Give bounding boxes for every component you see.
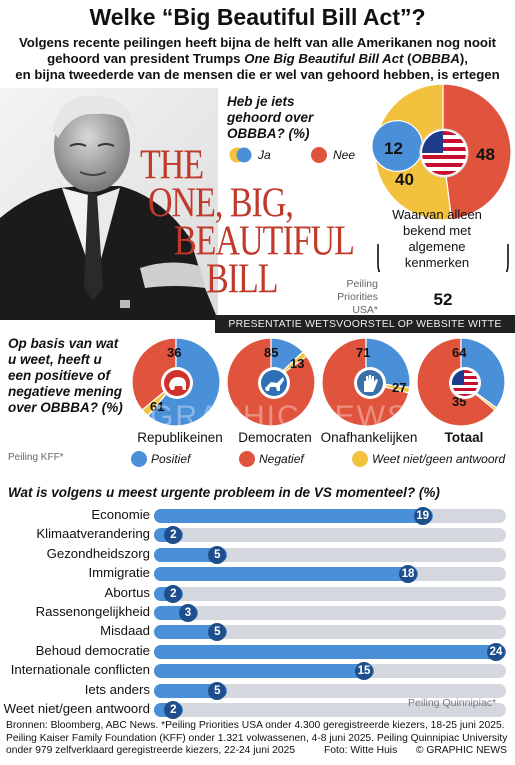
bar-category-label: Abortus xyxy=(104,584,150,600)
bar-category-label: Weet niet/geen antwoord xyxy=(3,701,150,716)
opinion-pie-value-a: 85 xyxy=(264,345,279,360)
opinion-pie-value-b: 61 xyxy=(150,399,165,414)
bar-fill xyxy=(154,567,418,582)
bar-value-label: 24 xyxy=(487,642,505,661)
movie-title-line-3: BEAUTIFUL xyxy=(174,218,355,265)
bar-value-label: 15 xyxy=(355,662,373,681)
pie-heard-no-value: 48 xyxy=(476,145,495,164)
subtitle-abbr: OBBBA xyxy=(411,51,460,66)
donkey-icon xyxy=(258,367,290,399)
subtitle-line-1: Volgens recente peilingen heeft bijna de… xyxy=(18,35,497,50)
poll-source-priorities: Peiling Priorities USA* xyxy=(337,278,378,316)
source-line-3-row: onder 979 zelfverklaard geregistreerde k… xyxy=(6,745,511,758)
pie-heard-slices xyxy=(372,83,512,221)
us-flag-icon xyxy=(449,367,481,399)
bar-category-label: Gezondheidszorg xyxy=(46,545,150,561)
subtitle-line-2: gehoord van president Trumps One Big Bea… xyxy=(0,51,515,67)
bracket-total-value: 52 xyxy=(433,290,453,309)
page-title: Welke “Big Beautiful Bill Act”? xyxy=(89,4,426,30)
brand: © GRAPHIC NEWS xyxy=(415,745,507,757)
subtitle-part: ), xyxy=(459,51,468,66)
legend-yes-swatch xyxy=(229,147,252,163)
us-flag-icon xyxy=(419,128,469,178)
bar-track xyxy=(154,703,506,717)
subtitle-bill-name: One Big Beautiful Bill Act xyxy=(244,51,404,66)
opinion-pie-value-b: 27 xyxy=(392,380,407,395)
group-label-democrats: Democraten xyxy=(238,430,312,445)
opinion-pie-value-a: 64 xyxy=(452,345,467,360)
bar-value-label: 5 xyxy=(208,545,227,564)
group-label-independents: Onafhankelijken xyxy=(320,430,418,445)
bar-fill xyxy=(154,644,506,659)
subtitle-part: ( xyxy=(403,51,412,66)
photo-credit: Foto: Witte Huis xyxy=(324,745,398,757)
bar-fill xyxy=(154,664,374,679)
elephant-icon xyxy=(161,367,193,399)
source-line-2: Peiling Kaiser Family Foundation (KFF) o… xyxy=(6,732,508,744)
legend-unknown-label: Weet niet/geen antwoord xyxy=(372,452,506,466)
bar-category-label: Economie xyxy=(91,507,150,522)
group-label-total: Totaal xyxy=(444,430,484,445)
bar-category-label: Internationale conflicten xyxy=(10,662,150,678)
photo-caption: PRESENTATIE WETSVOORSTEL OP WEBSITE WITT… xyxy=(215,315,515,348)
bar-category-label: Iets anders xyxy=(84,681,150,697)
bar-track xyxy=(154,683,506,698)
opinion-pie-value-a: 36 xyxy=(167,345,182,360)
bar-category-label: Klimaatverandering xyxy=(36,526,150,542)
opinion-pie-value-a: 71 xyxy=(356,345,371,360)
bracket-note: Waarvan alleen bekend met algemene kenme… xyxy=(392,207,482,270)
bar-value-label: 2 xyxy=(164,701,183,719)
trump-photo xyxy=(0,88,218,320)
legend-positive-swatch xyxy=(131,451,147,467)
subtitle-part: gehoord van president Trumps xyxy=(47,51,245,66)
legend-yes-label: Ja xyxy=(258,148,271,162)
bar-track xyxy=(154,625,506,640)
movie-title-line-4: BILL xyxy=(206,256,279,303)
legend-positive-label: Positief xyxy=(151,452,191,466)
source-line-1: Bronnen: Bloomberg, ABC News. *Peiling P… xyxy=(6,720,505,731)
opinion-pie-value-b: 13 xyxy=(290,356,305,371)
question-heard: Heb je iets gehoord over OBBBA? (%) xyxy=(227,94,314,141)
movie-title-line-2: ONE, BIG, xyxy=(148,180,294,227)
poll-source-quinnipiac: Peiling Quinnipiac* xyxy=(408,697,497,709)
bar-value-label: 2 xyxy=(164,584,183,603)
bar-category-label: Misdaad xyxy=(100,623,150,639)
movie-title-line-1: THE xyxy=(140,142,204,189)
source-line-3: onder 979 zelfverklaard geregistreerde k… xyxy=(6,745,296,757)
opinion-pie-positive xyxy=(460,337,506,409)
question-urgent-problem: Wat is volgens u meest urgente probleem … xyxy=(8,485,440,500)
legend-negative-label: Negatief xyxy=(259,452,304,466)
sources: Bronnen: Bloomberg, ABC News. *Peiling P… xyxy=(6,720,511,758)
pie-heard-general-value: 40 xyxy=(395,170,414,189)
bar-category-label: Immigratie xyxy=(88,565,150,581)
bar-track xyxy=(154,547,506,562)
bar-track xyxy=(154,606,506,620)
legend-no-swatch xyxy=(311,147,327,163)
bar-value-label: 3 xyxy=(179,604,197,622)
bar-value-label: 19 xyxy=(413,507,432,525)
bar-track xyxy=(154,528,506,543)
pie-heard-detail-value: 12 xyxy=(384,139,403,158)
opinion-pie-negative xyxy=(131,337,177,411)
pie-heard xyxy=(372,83,512,272)
bar-track xyxy=(154,586,506,601)
legend-negative-swatch xyxy=(239,451,255,467)
bar-value-label: 2 xyxy=(164,526,183,545)
bar-category-label: Behoud democratie xyxy=(35,642,150,658)
group-label-republicans: Republikeinen xyxy=(137,430,223,445)
legend-unknown-swatch xyxy=(352,451,368,467)
question-opinion: Op basis van wat u weet, heeft u een pos… xyxy=(8,336,123,415)
hand-icon xyxy=(354,367,386,399)
pie-heard-slice-no xyxy=(442,83,512,221)
bar-fill xyxy=(154,509,433,523)
bar-category-label: Rassenongelijkheid xyxy=(35,604,150,619)
bar-value-label: 5 xyxy=(208,681,227,700)
legend-no-label: Nee xyxy=(333,148,356,162)
poll-source-kff: Peiling KFF* xyxy=(8,452,64,463)
watermark: GRAPHIC NEWS xyxy=(150,400,410,433)
bar-value-label: 18 xyxy=(399,565,417,584)
subtitle-line-3: en bijna tweederde van de mensen die er … xyxy=(15,67,500,82)
bar-value-label: 5 xyxy=(208,623,227,642)
